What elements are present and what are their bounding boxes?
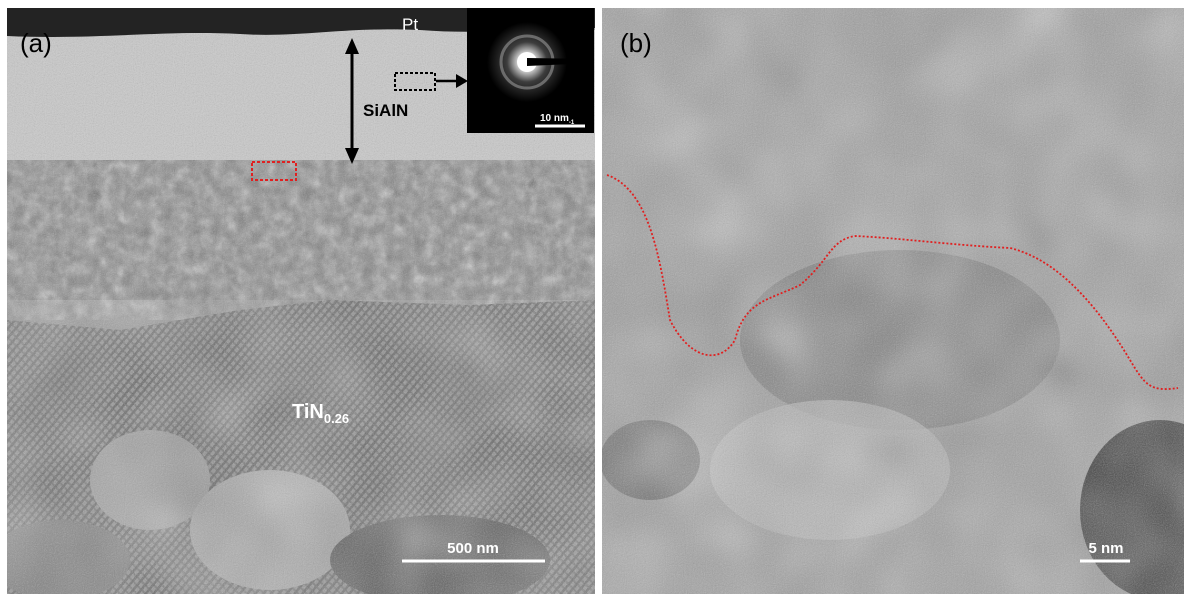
panel-b [600,8,1184,594]
layer-label: SiAlN [363,101,408,120]
figure: (a) Pt SiAlN 10 nm-1 TiN0.26 500 nm (b) … [0,0,1184,594]
scale-label: 500 nm [447,540,499,557]
scale-label: 5 nm [1088,540,1123,557]
diffraction-inset: 10 nm-1 [467,8,594,133]
panel-label: (b) [620,28,652,58]
panel-label: (a) [20,28,52,58]
layer-label: Pt [402,15,418,34]
